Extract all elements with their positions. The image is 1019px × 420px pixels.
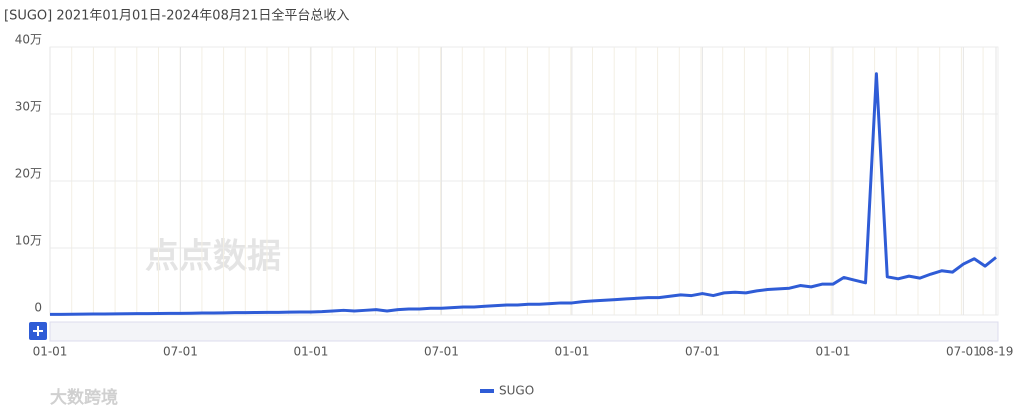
zoom-slider[interactable] — [49, 321, 999, 342]
y-tick-label: 30万 — [15, 100, 42, 114]
y-tick-label: 40万 — [15, 33, 42, 47]
x-tick-label: 07-01 — [424, 345, 459, 359]
plus-icon — [33, 326, 43, 336]
footer-watermark: 大数跨境 — [50, 387, 118, 408]
line — [50, 72, 997, 316]
chart-title: [SUGO] 2021年01月01日-2024年08月21日全平台总收入 — [4, 8, 349, 24]
watermark: 点点数据 — [145, 237, 281, 277]
x-tick-label: 01-01 — [815, 345, 850, 359]
x-tick-label: 01-01 — [554, 345, 589, 359]
x-tick-label: 08-19 — [979, 345, 1014, 359]
x-tick-label: 01-01 — [294, 345, 329, 359]
legend-swatch — [480, 389, 494, 393]
legend-label: SUGO — [499, 384, 534, 398]
x-tick-label: 01-01 — [33, 345, 68, 359]
y-tick-label: 0 — [34, 301, 42, 315]
y-tick-label: 10万 — [15, 234, 42, 248]
x-tick-label: 07-01 — [946, 345, 981, 359]
x-tick-label: 07-01 — [163, 345, 198, 359]
x-tick-label: 07-01 — [685, 345, 720, 359]
y-tick-label: 20万 — [15, 167, 42, 181]
